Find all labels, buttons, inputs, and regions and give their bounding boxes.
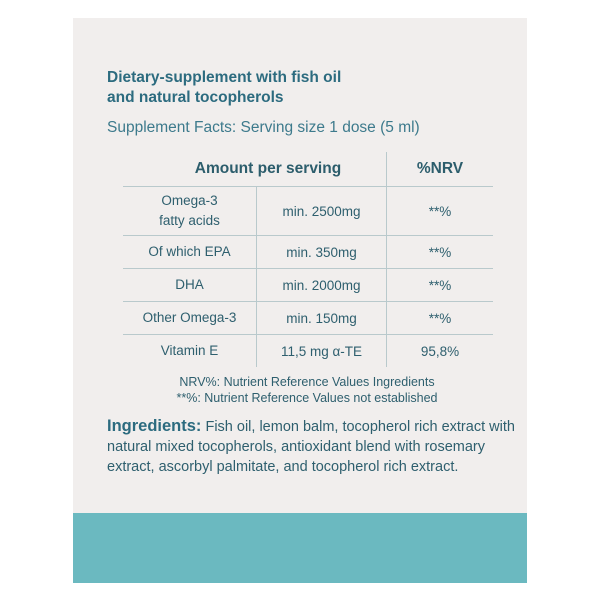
nutrient-amount: min. 2500mg [256, 186, 387, 236]
nutrient-amount: min. 350mg [256, 235, 387, 269]
nutrient-amount: min. 2000mg [256, 268, 387, 302]
header-amount-per-serving: Amount per serving [123, 152, 387, 187]
nutrient-nrv: **% [385, 268, 493, 302]
ingredients-text: Fish oil, lemon balm, tocopherol rich ex… [107, 419, 515, 475]
nutrient-nrv: **% [385, 235, 493, 269]
nutrient-name: Of which EPA [123, 235, 257, 269]
header-nrv: %NRV [385, 152, 493, 187]
nutrient-amount: 11,5 mg α-TE [256, 334, 387, 367]
product-title-line-1: Dietary-supplement with fish oil [107, 69, 342, 86]
supplement-facts-subtitle: Supplement Facts: Serving size 1 dose (5… [107, 119, 420, 136]
nutrient-nrv: **% [385, 186, 493, 236]
nutrient-name: Other Omega-3 [123, 301, 257, 335]
nutrient-nrv: 95,8% [385, 334, 493, 367]
accent-color-band [73, 513, 527, 583]
table-row: Of which EPA min. 350mg **% [123, 235, 493, 269]
nutrient-name: Omega-3 fatty acids [123, 186, 257, 236]
supplement-label-panel: Dietary-supplement with fish oil and nat… [73, 18, 527, 583]
nrv-footnote-1: NRV%: Nutrient Reference Values Ingredie… [179, 375, 435, 389]
product-title: Dietary-supplement with fish oil and nat… [107, 68, 507, 108]
nutrient-amount: min. 150mg [256, 301, 387, 335]
table-row: Omega-3 fatty acids min. 2500mg **% [123, 186, 493, 236]
nutrient-name: Vitamin E [160, 343, 219, 358]
table-row: DHA min. 2000mg **% [123, 268, 493, 302]
table-header-row: Amount per serving %NRV [123, 152, 493, 187]
supplement-facts-table: Amount per serving %NRV Omega-3 fatty ac… [123, 152, 493, 367]
table-row: Vitamin E 11,5 mg α-TE 95,8% [123, 334, 493, 367]
nutrient-name-line-2: fatty acids [159, 213, 220, 228]
ingredients-label: Ingredients: [107, 417, 202, 435]
table-row: Other Omega-3 min. 150mg **% [123, 301, 493, 335]
nutrient-name: DHA [123, 268, 257, 302]
nrv-footnote-2: **%: Nutrient Reference Values not estab… [176, 391, 438, 405]
nutrient-nrv: **% [385, 301, 493, 335]
ingredients-paragraph: Ingredients: Fish oil, lemon balm, tocop… [107, 416, 517, 477]
nutrient-name-line-1: Omega-3 [161, 193, 218, 208]
nrv-footnotes: NRV%: Nutrient Reference Values Ingredie… [107, 374, 507, 406]
product-title-line-2: and natural tocopherols [107, 89, 284, 106]
